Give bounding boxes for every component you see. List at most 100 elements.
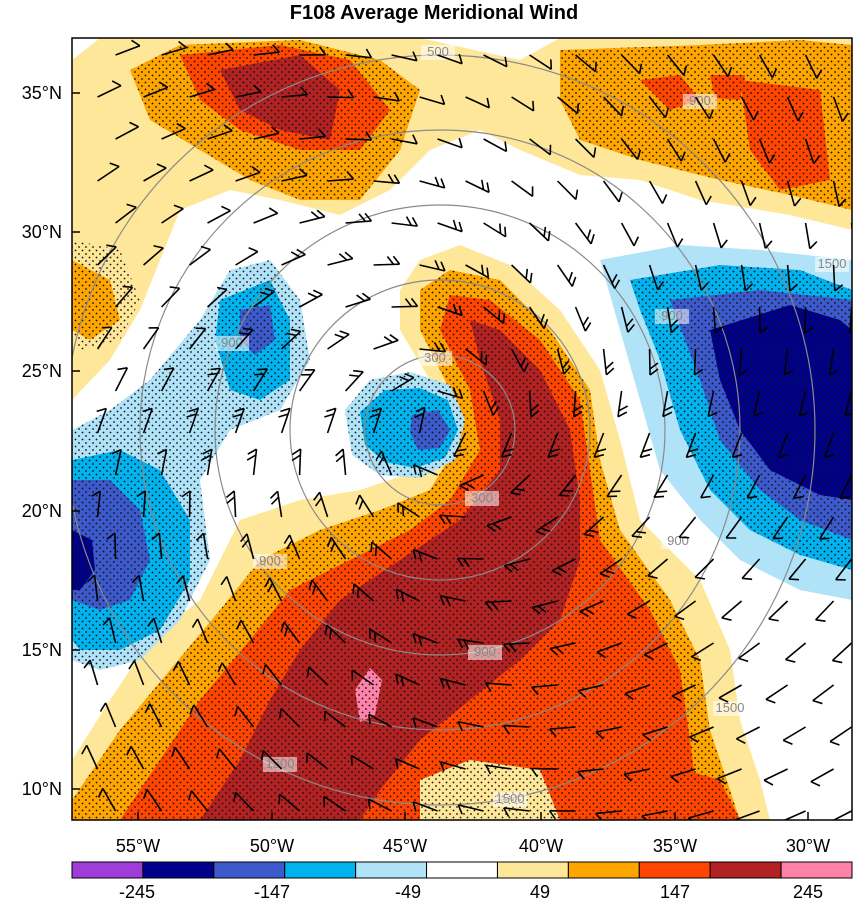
wind-barb: [395, 673, 420, 687]
wind-barb: [631, 516, 651, 539]
range-ring-label-bg: [468, 645, 502, 660]
wind-barb: [793, 474, 807, 499]
wind-barb: [189, 704, 209, 728]
wind-barb: [195, 532, 209, 560]
wind-barb: [579, 600, 604, 618]
wind-barb: [151, 532, 163, 560]
wind-barb: [391, 372, 415, 392]
wind-barb: [666, 138, 686, 162]
wind-barb: [725, 516, 743, 539]
wind-barb: [678, 516, 697, 539]
wind-barb: [281, 328, 302, 350]
wind-barb: [437, 386, 464, 400]
wind-barb: [530, 767, 558, 778]
wind-barb: [128, 660, 145, 686]
wind-barb: [350, 754, 374, 770]
wind-barb: [734, 810, 760, 820]
wind-barb: [253, 287, 275, 308]
wind-barb: [465, 264, 490, 279]
wind-barb: [367, 798, 392, 812]
range-ring-label: 900: [667, 533, 689, 548]
wind-barb: [624, 684, 650, 700]
wind-barb: [453, 432, 467, 458]
wind-barb: [765, 684, 789, 704]
wind-barb: [500, 432, 514, 458]
wind-barb: [712, 138, 731, 163]
range-ring-label: 900: [689, 93, 711, 108]
wind-barb: [352, 583, 375, 602]
wind-barb: [810, 768, 834, 787]
longitude-label: 40°W: [519, 836, 563, 856]
wind-barb: [278, 707, 301, 728]
wind-barb: [373, 334, 399, 350]
colorbar-swatch: [426, 861, 498, 879]
wind-barb: [136, 490, 147, 518]
wind-barb: [207, 286, 228, 308]
wind-barb: [172, 661, 191, 686]
wind-barb: [269, 490, 283, 518]
wind-barb: [391, 216, 419, 227]
range-ring-label: 500: [427, 44, 449, 59]
wind-barb: [593, 432, 607, 459]
wind-barb: [850, 222, 852, 234]
wind-barb: [716, 768, 742, 785]
wind-barb: [639, 432, 653, 459]
wind-barb: [235, 166, 261, 182]
wind-barb: [783, 348, 794, 376]
wind-barb: [758, 306, 769, 334]
wind-barb: [850, 138, 852, 144]
wind-barb: [391, 51, 418, 62]
wind-barb: [86, 574, 99, 602]
wind-barb: [439, 677, 466, 690]
wind-barb: [278, 793, 301, 812]
longitude-label: 50°W: [250, 836, 294, 856]
wind-barb: [143, 244, 164, 266]
map-title: F108 Average Meridional Wind: [289, 2, 579, 24]
wind-barb: [595, 726, 622, 740]
wind-barb: [81, 744, 99, 770]
wind-barb: [368, 713, 392, 728]
wind-barb: [602, 348, 615, 376]
wind-barb: [414, 406, 426, 434]
wind-barb: [556, 264, 577, 287]
wind-barb: [772, 516, 789, 540]
wind-barb: [142, 407, 153, 434]
wind-barb: [511, 264, 533, 284]
wind-barb: [602, 264, 621, 289]
wind-barb: [299, 46, 327, 56]
wind-barb: [313, 491, 329, 518]
wind-barb: [818, 516, 835, 540]
wind-barb: [548, 809, 576, 820]
wind-barb: [465, 96, 491, 109]
colorbar-label: -245: [119, 882, 155, 900]
range-ring-label-bg: [815, 257, 849, 272]
latitude-label: 15°N: [22, 640, 62, 660]
wind-barb: [161, 122, 186, 140]
wind-barb: [528, 306, 549, 330]
wind-barb: [823, 432, 835, 459]
wind-barb: [188, 327, 207, 350]
wind-barb: [142, 326, 160, 350]
colorbar: -245 -147 -49 49 147 245: [71, 861, 853, 900]
wind-barb: [535, 516, 559, 536]
range-ring-label: 900: [221, 335, 243, 350]
wind-barb: [189, 245, 211, 266]
range-ring-label: 900: [259, 553, 281, 568]
wind-barb: [647, 558, 669, 579]
wind-barb: [623, 768, 650, 782]
wind-barb: [264, 577, 283, 602]
colorbar-swatch: [142, 861, 215, 879]
longitude-label: 35°W: [653, 836, 697, 856]
colorbar-swatch: [780, 861, 853, 879]
wind-barb: [768, 600, 789, 622]
wind-barb: [531, 600, 558, 615]
wind-barb: [323, 795, 347, 812]
wind-barb: [666, 54, 688, 76]
wind-barb: [291, 448, 302, 476]
wind-barb: [344, 369, 364, 392]
wind-barb: [465, 348, 488, 366]
wind-barb: [707, 390, 718, 418]
wind-barb: [437, 137, 463, 149]
wind-barb: [620, 306, 635, 333]
wind-barb: [459, 474, 484, 492]
